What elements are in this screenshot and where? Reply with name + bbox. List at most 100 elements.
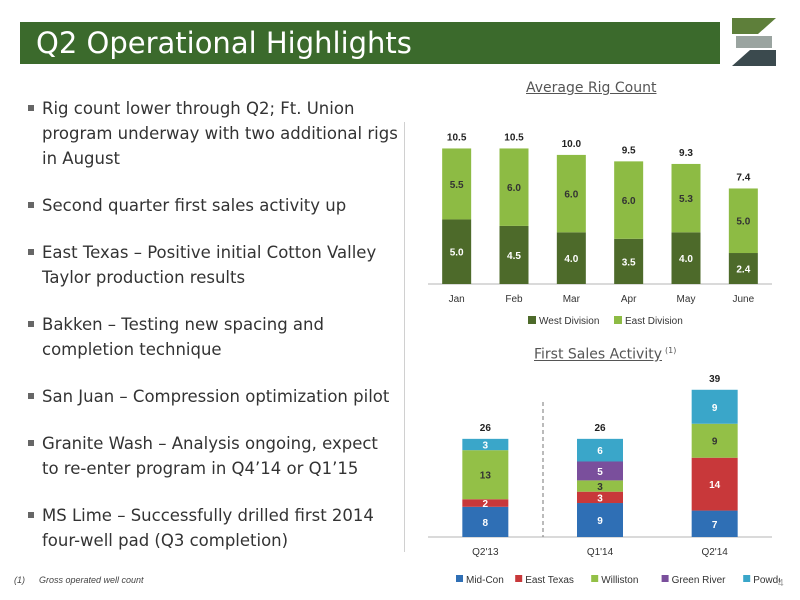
legend-green-river: Green River (672, 575, 727, 586)
data-label: 6.0 (622, 196, 636, 207)
x-tick-label: May (677, 294, 696, 305)
x-tick-label: Feb (505, 294, 523, 305)
x-tick-label: June (732, 294, 754, 305)
bar-west-division (556, 232, 586, 284)
bar-east-division (442, 148, 472, 220)
total-label: 39 (709, 374, 721, 385)
data-label: 3 (597, 482, 603, 493)
total-label: 9.3 (679, 148, 693, 159)
legend-swatch (614, 316, 622, 324)
total-label: 10.5 (447, 132, 467, 143)
footnote-marker: (1) (14, 575, 25, 585)
bar-powder-river (691, 389, 738, 424)
bar-williston (691, 423, 738, 458)
footnote: (1) Gross operated well count (14, 575, 144, 585)
data-label: 5.3 (679, 194, 693, 205)
data-label: 3.5 (622, 257, 636, 268)
data-label: 13 (480, 471, 492, 482)
legend-east-texas: East Texas (525, 575, 574, 586)
data-label: 9 (712, 403, 718, 414)
bar-green-river (577, 461, 623, 481)
bullet-item: Granite Wash – Analysis ongoing, expect … (28, 431, 398, 481)
bar-east-division (728, 188, 758, 254)
legend-swatch (515, 575, 523, 582)
data-label: 3 (597, 493, 603, 504)
data-label: 6.0 (564, 190, 578, 201)
total-label: 26 (594, 423, 606, 434)
highlights-list: Rig count lower through Q2; Ft. Union pr… (28, 96, 398, 575)
data-label: 9 (597, 516, 603, 527)
bar-powder-river (577, 438, 623, 462)
legend-swatch (456, 575, 463, 582)
bar-west-division (614, 238, 644, 284)
bar-williston (577, 480, 623, 492)
bar-powder-river (462, 438, 509, 451)
x-tick-label: Jan (449, 294, 465, 305)
bullet-item: Bakken – Testing new spacing and complet… (28, 312, 398, 362)
bar-east-texas (691, 457, 738, 511)
x-tick-label: Q2'13 (472, 547, 499, 558)
rig-count-chart: 5.0 5.5 10.5 Jan 4.5 6.0 10.5 Feb 4.0 6.0 10.0 Mar 3… (428, 132, 772, 327)
data-label: 2 (483, 499, 489, 510)
first-sales-chart: 8213326Q2'139335626Q1'147149939Q2'14Mid-… (428, 374, 780, 586)
legend-swatch (661, 575, 669, 582)
bar-east-division (671, 163, 701, 233)
bar-west-division (442, 219, 472, 284)
bullet-item: MS Lime – Successfully drilled first 201… (28, 503, 398, 553)
slide-title: Q2 Operational Highlights (36, 26, 412, 60)
bar-east-division (556, 154, 586, 233)
data-label: 5.0 (450, 248, 464, 259)
bullet-item: Rig count lower through Q2; Ft. Union pr… (28, 96, 398, 171)
legend-powder-river: Powder River (753, 575, 780, 586)
bar-west-division (728, 253, 758, 284)
bar-east-division (499, 148, 529, 226)
data-label: 6 (597, 446, 603, 457)
data-label: 4.5 (507, 251, 521, 262)
bar-williston (462, 450, 509, 500)
bar-east-texas (577, 491, 623, 504)
bullet-item: San Juan – Compression optimization pilo… (28, 384, 398, 409)
data-label: 4.0 (564, 254, 578, 265)
bar-east-division (614, 161, 644, 239)
data-label: 6.0 (507, 183, 521, 194)
legend-mid-con: Mid-Con (466, 575, 504, 586)
sales-chart-title-text: First Sales Activity (534, 346, 662, 363)
total-label: 10.5 (504, 132, 524, 143)
bar-west-division (671, 232, 701, 284)
rig-count-chart-title: Average Rig Count (526, 80, 657, 96)
sales-chart-footnote-marker: (1) (664, 346, 677, 355)
footnote-text: Gross operated well count (39, 575, 144, 585)
data-label: 8 (483, 518, 489, 529)
bar-mid-con (577, 503, 623, 537)
bar-east-texas (462, 499, 509, 507)
legend-swatch (591, 575, 599, 582)
bullet-item: East Texas – Positive initial Cotton Val… (28, 240, 398, 290)
x-tick-label: Q2'14 (701, 547, 728, 558)
legend-williston: Williston (601, 575, 638, 586)
bullet-item: Second quarter first sales activity up (28, 193, 398, 218)
bar-mid-con (691, 510, 738, 537)
legend-west-division: West Division (539, 316, 599, 327)
data-label: 7 (712, 520, 718, 531)
total-label: 7.4 (736, 172, 750, 183)
data-label: 5.5 (450, 180, 464, 191)
title-bar: Q2 Operational Highlights (20, 22, 720, 64)
total-label: 26 (480, 423, 492, 434)
company-logo (732, 18, 776, 66)
legend-swatch (743, 575, 751, 582)
total-label: 9.5 (622, 145, 636, 156)
data-label: 5.0 (736, 217, 750, 228)
legend-swatch (528, 316, 536, 324)
x-tick-label: Apr (621, 294, 637, 305)
x-tick-label: Q1'14 (587, 547, 614, 558)
x-tick-label: Mar (563, 294, 581, 305)
page-number: 4 (778, 578, 784, 589)
data-label: 14 (709, 480, 721, 491)
bar-west-division (499, 225, 529, 284)
data-label: 5 (597, 467, 603, 478)
bar-mid-con (462, 506, 509, 537)
data-label: 2.4 (736, 265, 750, 276)
sales-chart-title: First Sales Activity (1) (534, 346, 676, 363)
column-divider (404, 122, 405, 552)
legend-east-division: East Division (625, 316, 683, 327)
